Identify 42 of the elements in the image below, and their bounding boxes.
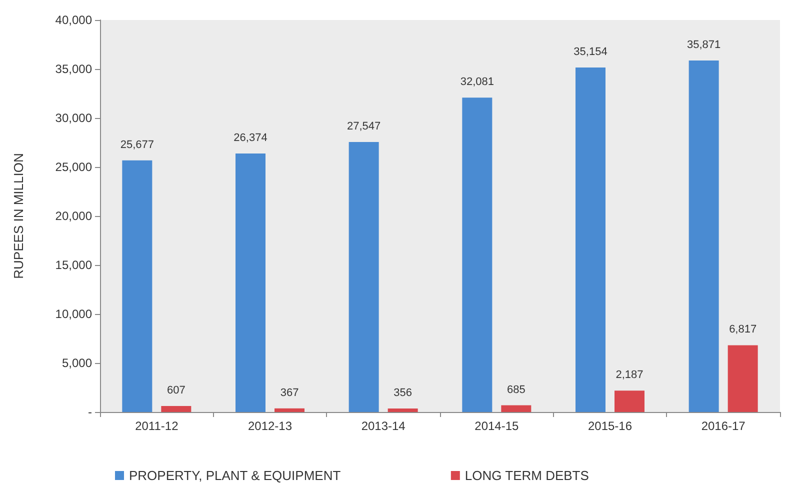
- y-tick-label: 5,000: [62, 356, 92, 370]
- x-tick-label: 2013-14: [361, 419, 406, 433]
- bar: [462, 98, 492, 412]
- data-label: 32,081: [460, 76, 494, 88]
- x-tick-label: 2014-15: [474, 419, 520, 433]
- data-label: 25,677: [120, 138, 154, 151]
- bar: [501, 405, 532, 412]
- y-tick-label: 25,000: [55, 160, 92, 174]
- legend-label: PROPERTY, PLANT & EQUIPMENT: [129, 468, 341, 483]
- bar: [274, 408, 304, 412]
- x-tick-label: 2011-12: [135, 419, 179, 433]
- bar: [348, 142, 379, 412]
- y-tick-label: 10,000: [55, 307, 92, 321]
- bar: [236, 154, 266, 412]
- bar: [614, 390, 644, 412]
- data-label: 685: [506, 384, 526, 396]
- bar: [728, 345, 758, 412]
- x-tick-label: 2012-13: [248, 419, 292, 433]
- x-tick-label: 2016-17: [701, 419, 746, 433]
- bar: [388, 408, 418, 412]
- data-label: 2,187: [616, 369, 644, 382]
- y-tick-label: 20,000: [55, 209, 92, 223]
- data-label: 367: [280, 386, 299, 399]
- bar: [161, 406, 192, 412]
- y-tick-label: 15,000: [55, 258, 92, 272]
- y-tick-label: 30,000: [55, 111, 92, 125]
- bar: [576, 67, 606, 412]
- data-label: 26,374: [234, 132, 268, 144]
- x-tick-label: 2015-16: [588, 419, 632, 433]
- y-tick-label: 35,000: [55, 62, 92, 76]
- data-label: 35,871: [687, 38, 721, 51]
- data-label: 607: [166, 384, 186, 397]
- data-label: 356: [394, 387, 412, 400]
- y-axis-title: RUPEES IN MILLION: [11, 153, 26, 279]
- legend-label: LONG TERM DEBTS: [464, 468, 590, 483]
- data-label: 27,547: [347, 120, 381, 133]
- y-tick-label: 40,000: [55, 13, 92, 27]
- y-tick-label: -: [88, 405, 92, 419]
- data-label: 6,817: [729, 324, 757, 336]
- bar: [122, 160, 152, 412]
- data-label: 35,154: [574, 46, 608, 58]
- bar: [688, 60, 719, 412]
